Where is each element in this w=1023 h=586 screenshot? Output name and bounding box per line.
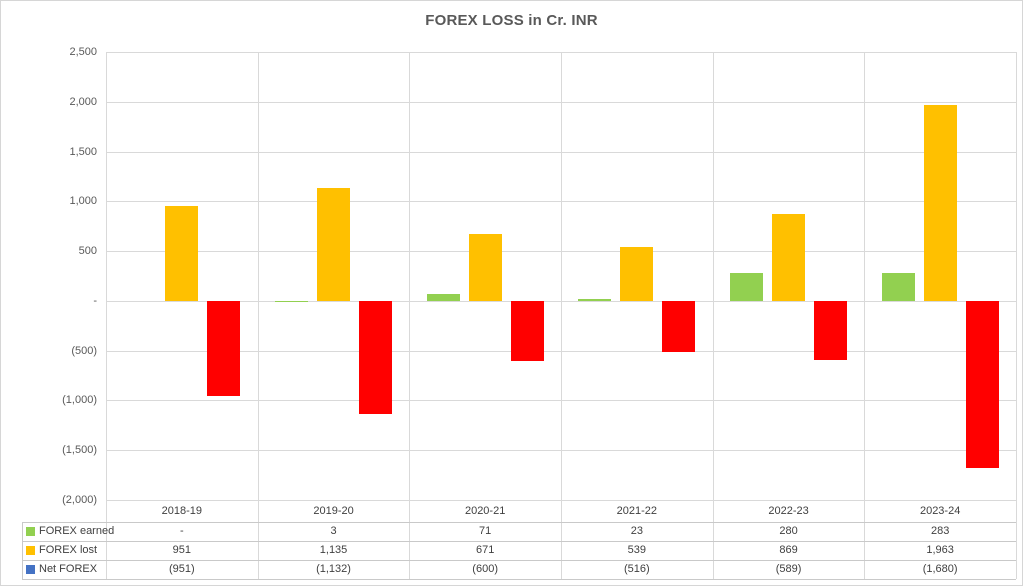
net-forex-bar (359, 300, 392, 414)
series-label: FOREX lost (39, 544, 98, 556)
forex-earned-bar (426, 293, 460, 301)
table-cell: (600) (472, 563, 498, 575)
x-tick-label: 2020-21 (464, 505, 506, 517)
y-tick-label: (1,000) (62, 394, 97, 407)
table-cell: 71 (479, 525, 492, 537)
table-border (22, 541, 1016, 542)
forex-lost-bar (772, 214, 805, 301)
y-tick-label: 1,500 (69, 145, 97, 158)
y-tick-label: (500) (71, 344, 97, 357)
y-tick-label: (2,000) (62, 494, 97, 506)
table-cell: 539 (627, 544, 647, 556)
table-cell: 869 (779, 544, 798, 556)
net-forex-legend-swatch (26, 565, 35, 574)
table-cell: - (180, 525, 184, 537)
table-border (22, 579, 1016, 580)
table-border (22, 522, 1016, 523)
column-separator (712, 52, 714, 579)
column-separator (409, 52, 411, 579)
table-cell: 1,963 (926, 544, 954, 556)
column-separator (561, 52, 562, 579)
forex-earned-bar (881, 272, 915, 301)
table-cell: (1,132) (316, 563, 351, 575)
table-cell: 3 (330, 525, 337, 537)
x-tick-label: 2023-24 (919, 505, 961, 517)
net-forex-bar (814, 300, 847, 360)
forex-earned-bar (730, 273, 763, 301)
x-tick-label: 2019-20 (313, 505, 354, 517)
series-label: FOREX earned (39, 525, 115, 537)
y-tick-label: 2,500 (69, 46, 97, 58)
forex-lost-bar (923, 105, 957, 301)
x-tick-label: 2022-23 (768, 505, 809, 517)
table-cell: (516) (624, 563, 650, 575)
table-cell: (1,680) (922, 563, 958, 575)
y-tick-label: 500 (78, 245, 97, 258)
table-cell: (951) (169, 563, 195, 575)
forex-earned-legend-swatch (26, 527, 35, 536)
table-border (22, 522, 23, 579)
net-forex-bar (207, 300, 241, 396)
table-border (22, 560, 1016, 561)
chart-title: FOREX LOSS in Cr. INR (425, 12, 598, 29)
column-separator (106, 52, 107, 579)
forex-lost-bar (317, 187, 350, 301)
table-cell: 283 (930, 525, 950, 537)
table-cell: 280 (779, 525, 798, 537)
x-tick-label: 2021-22 (616, 505, 658, 517)
y-tick-label: 1,000 (69, 195, 97, 208)
forex-lost-bar (620, 247, 654, 301)
forex-lost-bar (165, 206, 199, 301)
forex-lost-legend-swatch (26, 546, 35, 555)
net-forex-bar (965, 300, 999, 469)
forex-lost-bar (468, 234, 502, 301)
table-cell: 23 (630, 525, 643, 537)
y-tick-label: 2,000 (69, 95, 97, 108)
table-cell: (589) (775, 563, 802, 575)
y-tick-label: (1,500) (62, 444, 97, 457)
y-tick-label: - (93, 294, 97, 307)
series-label: Net FOREX (39, 563, 98, 575)
column-separator (864, 52, 866, 579)
net-forex-bar (662, 300, 696, 353)
table-cell: 671 (475, 544, 495, 556)
column-separator (1016, 52, 1017, 579)
table-cell: 951 (172, 544, 192, 556)
column-separator (257, 52, 259, 579)
table-cell: 1,135 (319, 544, 348, 556)
net-forex-bar (510, 300, 544, 361)
forex-earned-bar (578, 298, 612, 301)
x-tick-label: 2018-19 (161, 505, 203, 517)
